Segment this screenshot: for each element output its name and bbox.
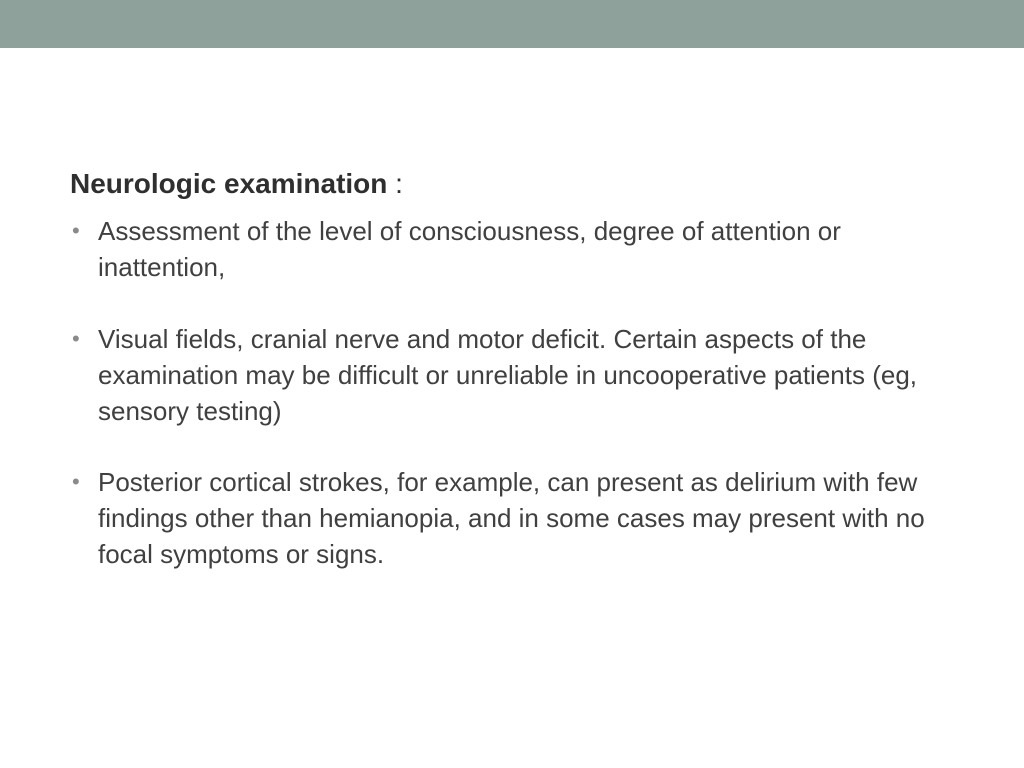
bullet-text: Posterior cortical strokes, for example,… (98, 467, 925, 569)
list-item: Assessment of the level of consciousness… (70, 214, 954, 286)
list-item: Posterior cortical strokes, for example,… (70, 465, 954, 573)
heading-tail: : (387, 168, 403, 199)
bullet-list: Assessment of the level of consciousness… (70, 214, 954, 573)
slide-heading: Neurologic examination : (70, 168, 954, 200)
bullet-text: Assessment of the level of consciousness… (98, 216, 841, 282)
list-item: Visual fields, cranial nerve and motor d… (70, 322, 954, 430)
slide-content: Neurologic examination : Assessment of t… (0, 48, 1024, 649)
heading-bold: Neurologic examination (70, 168, 387, 199)
top-color-bar (0, 0, 1024, 48)
bullet-text: Visual fields, cranial nerve and motor d… (98, 324, 917, 426)
